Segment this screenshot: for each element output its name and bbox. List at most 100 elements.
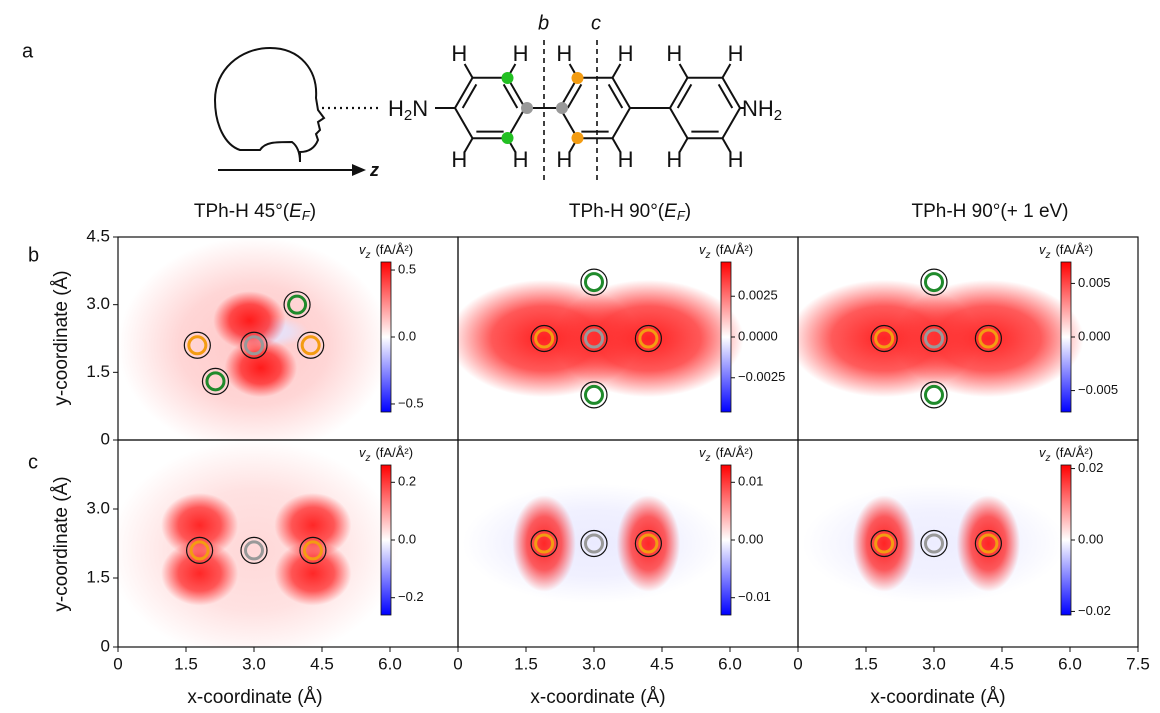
x-tick-label: 3.0 xyxy=(922,654,946,673)
row-label: c xyxy=(28,451,38,473)
atom-outline xyxy=(870,324,898,353)
colorbar xyxy=(720,464,732,616)
atom-outline xyxy=(297,331,325,359)
ch-bond xyxy=(721,63,732,79)
ch-bond xyxy=(463,137,474,153)
atom-dot xyxy=(501,132,514,144)
colorbar xyxy=(1060,464,1072,616)
hydrogen: H xyxy=(556,147,572,172)
atom xyxy=(978,328,999,349)
atom xyxy=(187,335,208,356)
x-tick-label: 1.5 xyxy=(854,654,878,673)
atom xyxy=(287,294,308,315)
current-lobe xyxy=(852,495,916,592)
heatmap xyxy=(802,483,1066,604)
y-axis-label: y-coordinate (Å) xyxy=(51,476,72,611)
y-tick-label: 0 xyxy=(101,429,110,448)
colorbar-tick-label: 0.000 xyxy=(1078,328,1111,343)
current-lobe xyxy=(553,279,744,398)
colorbar-label: vz (fA/Å²) xyxy=(1039,445,1093,463)
colorbar-tick-label: 0.00 xyxy=(738,531,763,546)
x-tick-label: 3.0 xyxy=(582,654,606,673)
atom xyxy=(874,533,895,554)
colorbar-label: vz (fA/Å²) xyxy=(699,242,753,260)
atom-outline xyxy=(530,324,558,353)
x-tick-label: 4.5 xyxy=(990,654,1014,673)
atom xyxy=(978,533,999,554)
current-lobe xyxy=(956,495,1021,592)
double-bond xyxy=(461,83,478,109)
rings: H H H H H H H H H H H H xyxy=(435,41,745,172)
hydrogen: H xyxy=(618,147,634,172)
atom xyxy=(924,384,944,405)
y-tick-label: 3.0 xyxy=(86,294,110,313)
x-tick-label: 6.0 xyxy=(378,654,402,673)
hydrogen: H xyxy=(451,147,467,172)
colorbar-label: vz (fA/Å²) xyxy=(699,445,753,463)
atom xyxy=(584,272,604,293)
x-tick-label: 1.5 xyxy=(174,654,198,673)
colorbar-tick-label: 0.02 xyxy=(1078,460,1103,475)
atom xyxy=(924,328,944,349)
atom xyxy=(302,540,323,561)
atom-outline xyxy=(634,529,663,558)
atom-outline xyxy=(634,324,663,353)
atom xyxy=(584,533,604,554)
column-title: TPh-H 90°(+ 1 eV) xyxy=(911,201,1068,222)
atom xyxy=(874,328,895,349)
atom xyxy=(584,328,604,349)
colorbar-tick-label: 0.0000 xyxy=(738,328,778,343)
y-axis-label: y-coordinate (Å) xyxy=(51,270,72,405)
atom xyxy=(638,533,659,554)
atom-outline xyxy=(186,536,214,565)
colorbar-tick-label: 0.0025 xyxy=(738,288,778,303)
x-tick-label: 6.0 xyxy=(718,654,742,673)
hydrogen: H xyxy=(451,41,467,66)
ch-bond xyxy=(463,63,474,79)
y-tick-label: 0 xyxy=(101,636,110,655)
atom-outline xyxy=(299,536,327,565)
x-axis-label: x-coordinate (Å) xyxy=(870,687,1005,708)
atom-outline xyxy=(283,291,311,319)
ch-bond xyxy=(611,137,622,153)
double-bond xyxy=(676,83,693,109)
hydrogen: H xyxy=(666,41,682,66)
heatmap xyxy=(458,268,744,409)
x-tick-label: 0 xyxy=(793,654,802,673)
hydrogen: H xyxy=(728,41,744,66)
benzene-ring xyxy=(453,76,527,140)
atom xyxy=(924,272,944,293)
x-tick-label: 0 xyxy=(113,654,122,673)
atom-outline xyxy=(240,331,268,359)
panel-label: a xyxy=(22,40,34,62)
hydrogen: H xyxy=(666,147,682,172)
atom-outline xyxy=(920,324,948,353)
current-lobe xyxy=(462,483,726,604)
atom-dot xyxy=(571,72,584,84)
hydrogen: H xyxy=(728,147,744,172)
x-tick-label: 4.5 xyxy=(310,654,334,673)
atom xyxy=(189,540,210,561)
colorbar-tick-label: 0.0 xyxy=(398,531,416,546)
colorbar-tick-label: 0.005 xyxy=(1078,275,1111,290)
heatmap xyxy=(462,483,726,604)
ch-bond xyxy=(721,137,732,153)
atom-outline xyxy=(580,324,608,353)
colorbar-label: vz (fA/Å²) xyxy=(359,445,413,463)
atom xyxy=(244,335,264,356)
colorbar-tick-label: −0.0025 xyxy=(738,369,785,384)
cut-label: c xyxy=(591,12,601,34)
colorbar-tick-label: 0.5 xyxy=(398,261,416,276)
column-title: TPh-H 90°(EF) xyxy=(569,201,691,223)
current-lobe xyxy=(161,541,239,606)
y-tick-label: 4.5 xyxy=(86,226,110,245)
colorbar xyxy=(380,464,392,616)
atom xyxy=(584,384,604,405)
cut-label: b xyxy=(538,12,549,34)
double-bond xyxy=(566,83,583,109)
z-arrow xyxy=(352,164,366,176)
atom xyxy=(534,328,555,349)
colorbar-tick-label: −0.01 xyxy=(738,589,771,604)
amine-right: NH2 xyxy=(742,96,782,124)
current-lobe xyxy=(274,492,352,558)
